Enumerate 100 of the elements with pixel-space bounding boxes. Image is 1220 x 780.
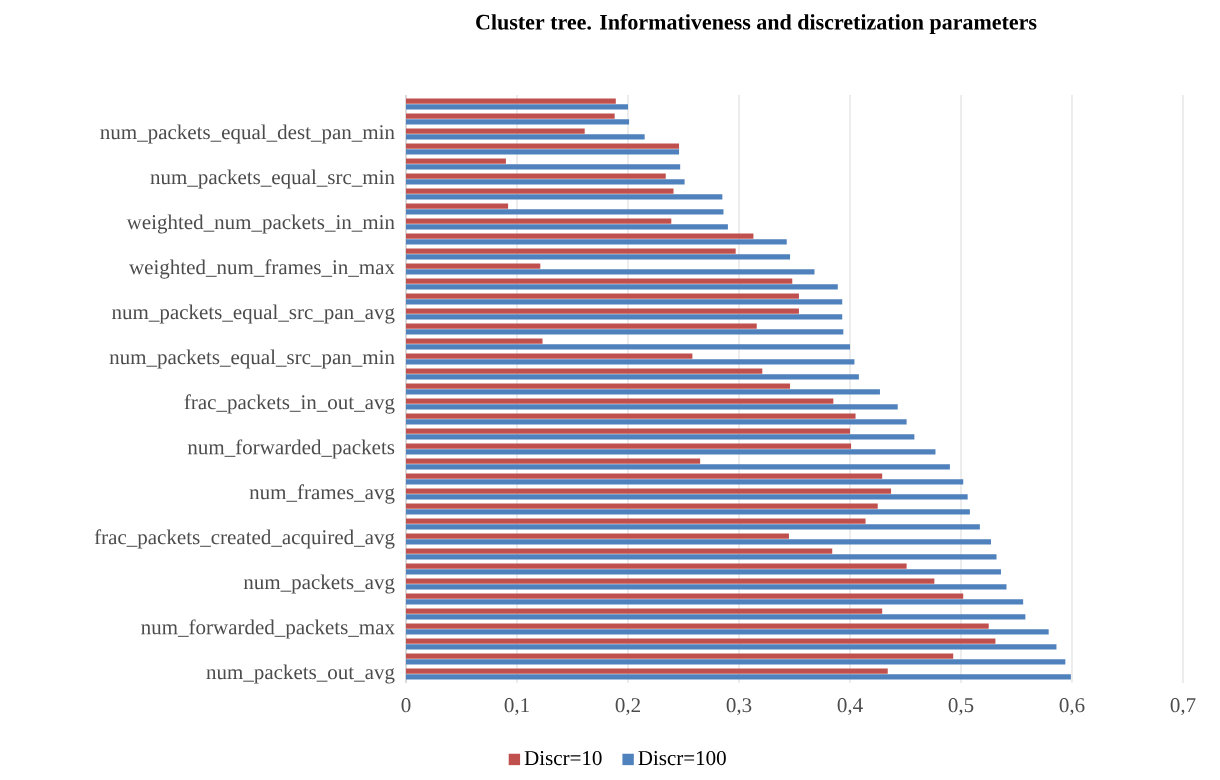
bar	[406, 119, 630, 125]
legend-label: Discr=10	[524, 750, 602, 766]
bar	[406, 134, 645, 140]
bar	[406, 539, 991, 545]
bar	[406, 509, 970, 515]
bar	[406, 443, 852, 449]
bar	[406, 98, 616, 104]
bar	[406, 128, 585, 134]
y-tick-label: frac_packets_created_acquired_avg	[94, 529, 395, 549]
bar	[406, 419, 907, 425]
bar	[406, 629, 1049, 635]
bar	[406, 284, 838, 290]
bar	[406, 488, 892, 494]
bar	[406, 623, 989, 629]
bar	[406, 593, 964, 599]
bar	[406, 179, 685, 185]
x-tick-label: 0,7	[1170, 698, 1196, 716]
bar	[406, 458, 701, 464]
bar	[406, 188, 674, 194]
y-tick-label: weighted_num_frames_in_max	[129, 259, 395, 279]
bar	[406, 314, 843, 320]
bar	[406, 503, 878, 509]
bar	[406, 584, 1007, 590]
bar	[406, 638, 996, 644]
bar	[406, 113, 615, 119]
bar	[406, 449, 936, 455]
bar	[406, 353, 693, 359]
legend-label: Discr=100	[638, 750, 726, 766]
bar	[406, 149, 680, 155]
bar	[406, 239, 787, 245]
bar	[406, 428, 850, 434]
bar	[406, 323, 757, 329]
bar	[406, 269, 815, 275]
x-tick-label: 0,6	[1059, 698, 1085, 716]
y-tick-label: num_packets_equal_src_pan_min	[109, 349, 395, 369]
y-tick-label: num_packets_out_avg	[206, 664, 395, 684]
bar	[406, 614, 1026, 620]
bar	[406, 143, 680, 149]
y-tick-label: num_forwarded_packets_max	[141, 619, 395, 639]
bar	[406, 494, 968, 500]
x-tick-label: 0,2	[615, 698, 640, 716]
bar	[406, 473, 883, 479]
bar	[406, 248, 736, 254]
bar	[406, 218, 672, 224]
bar	[406, 548, 833, 554]
bar	[406, 578, 935, 584]
bar	[406, 404, 898, 410]
bar	[406, 278, 793, 284]
bar	[406, 173, 666, 179]
bar	[406, 368, 763, 374]
x-tick-label: 0,4	[837, 698, 863, 716]
bar	[406, 479, 964, 485]
x-tick-label: 0,1	[504, 698, 529, 716]
x-tick-label: 0	[401, 698, 411, 713]
x-tick-label: 0,5	[948, 698, 974, 716]
bar	[406, 203, 509, 209]
bar	[406, 554, 997, 560]
bar	[406, 398, 834, 404]
bar	[406, 659, 1066, 665]
bar	[406, 563, 907, 569]
y-tick-label: num_packets_equal_src_pan_avg	[112, 304, 395, 324]
bar	[406, 209, 724, 215]
bar	[406, 434, 915, 440]
bar	[406, 338, 543, 344]
bar	[406, 644, 1057, 650]
bar	[406, 254, 791, 260]
y-tick-label: weighted_num_packets_in_min	[126, 214, 395, 234]
x-tick-label: 0,3	[726, 698, 752, 716]
bar	[406, 464, 950, 470]
bar	[406, 224, 728, 230]
bar	[406, 263, 541, 269]
bar	[406, 194, 723, 200]
bar	[406, 344, 850, 350]
bar	[406, 233, 754, 239]
y-tick-label: num_frames_avg	[249, 484, 395, 504]
bar	[406, 104, 628, 110]
bar	[406, 653, 954, 659]
bar	[406, 374, 859, 380]
y-tick-label: num_packets_equal_dest_pan_min	[100, 124, 395, 144]
bar	[406, 569, 1001, 575]
bar	[406, 608, 883, 614]
y-tick-label: num_forwarded_packets	[187, 439, 395, 459]
bar	[406, 533, 789, 539]
bar	[406, 329, 844, 335]
bar	[406, 158, 506, 164]
y-tick-label: frac_packets_in_out_avg	[184, 394, 395, 414]
bar	[406, 389, 880, 395]
bar	[406, 164, 681, 170]
bar	[406, 359, 855, 365]
bar	[406, 383, 791, 389]
bar	[406, 599, 1024, 605]
bar	[406, 413, 856, 419]
bar	[406, 293, 799, 299]
bar	[406, 524, 980, 530]
y-tick-label: num_packets_equal_src_min	[150, 169, 395, 189]
bar	[406, 308, 799, 314]
bar	[406, 668, 888, 674]
chart-title: Cluster tree. Informativeness and discretization parameters	[476, 13, 1037, 35]
bar	[406, 674, 1071, 680]
bar	[406, 299, 843, 305]
